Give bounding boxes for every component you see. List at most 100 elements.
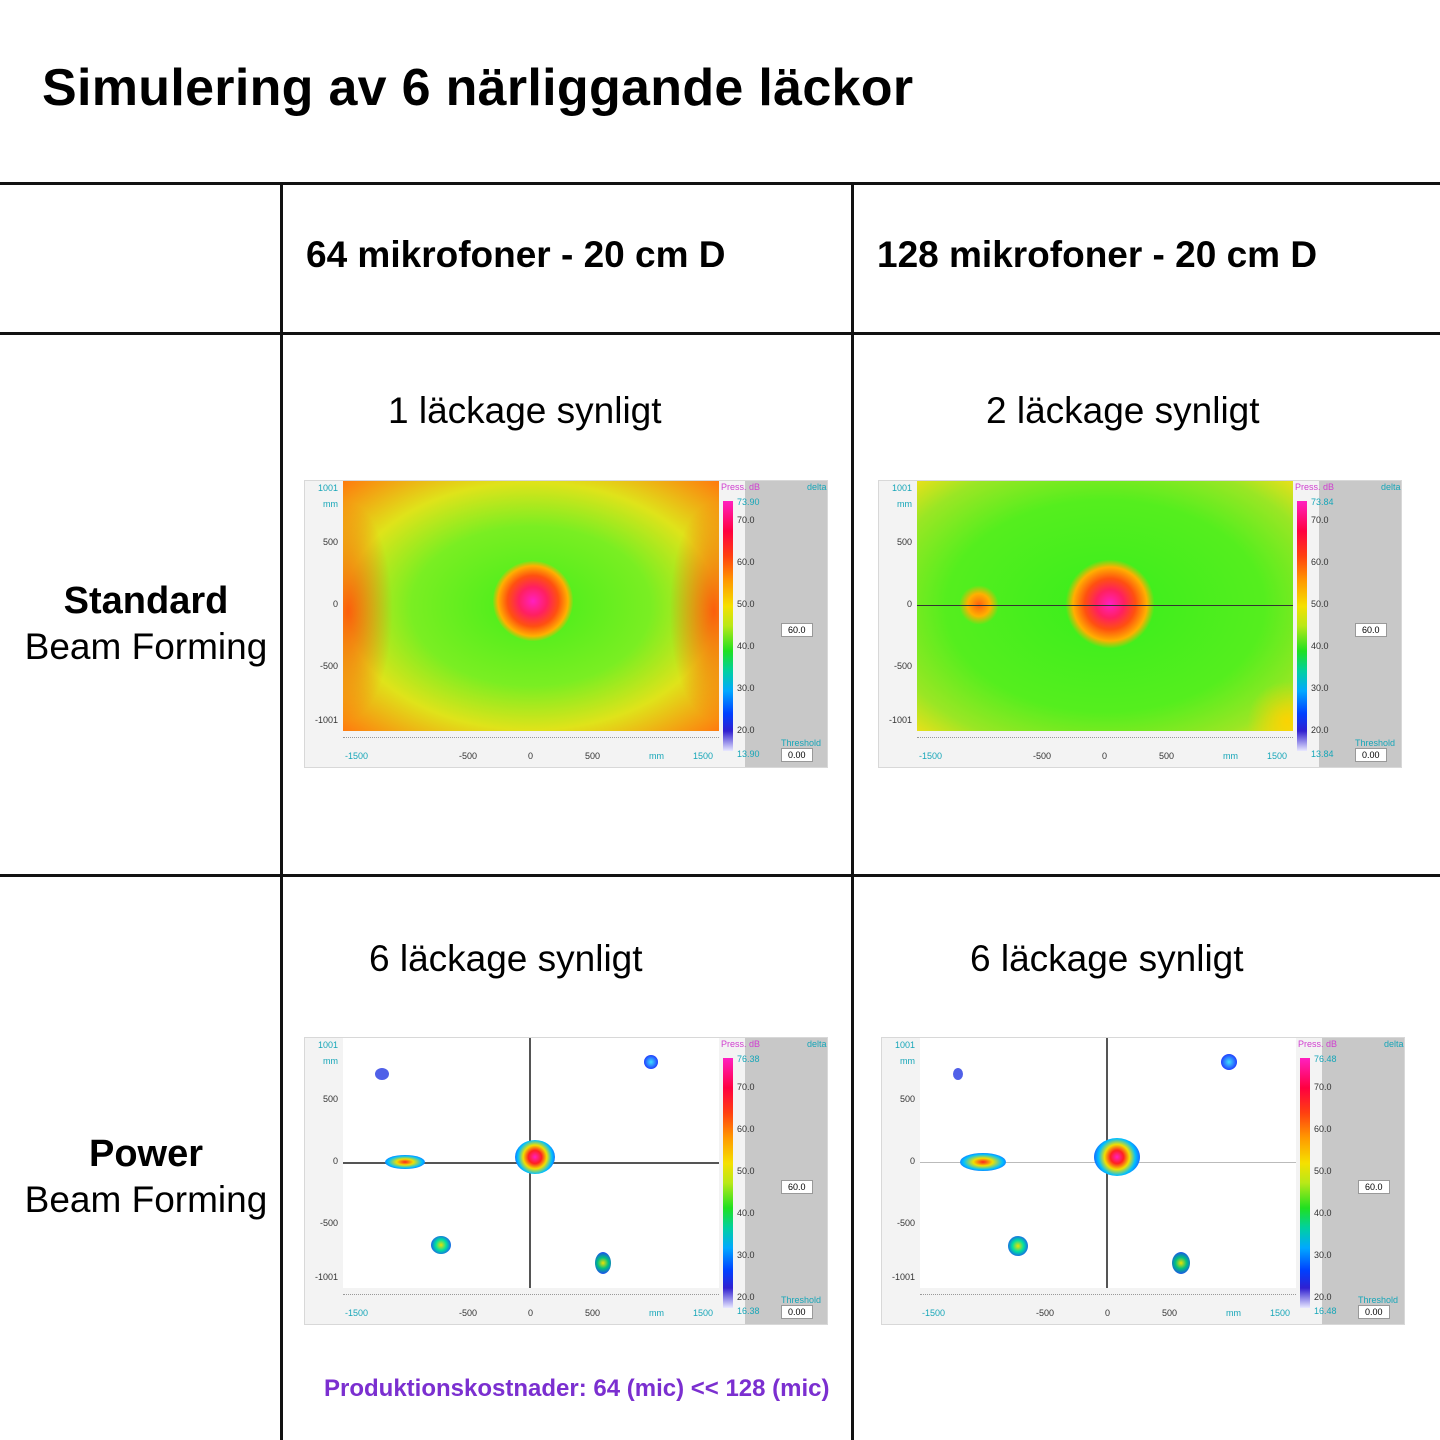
scale-min: 16.38 (737, 1306, 760, 1316)
caption-standard-128: 2 läckage synligt (986, 390, 1260, 431)
delta-value[interactable]: 60.0 (1358, 1180, 1390, 1194)
delta-value[interactable]: 60.0 (781, 623, 813, 637)
y-label-m500: -500 (893, 661, 912, 671)
threshold-label: Threshold (1355, 738, 1396, 748)
y-label-top: 1001 (894, 1040, 915, 1050)
y-label-top: 1001 (317, 483, 338, 493)
leak-spot-left (385, 1155, 425, 1169)
y-label-top: 1001 (891, 483, 912, 493)
y-axis-labels: 1001 mm 500 0 -500 -1001 (882, 1038, 918, 1288)
x-ticks (343, 1294, 719, 1300)
tick-30: 30.0 (737, 1250, 755, 1260)
heatmap (343, 1038, 719, 1288)
threshold-value[interactable]: 0.00 (1355, 748, 1387, 762)
x-label-right: 1500 (693, 1308, 714, 1318)
scale-title: Press. dB (721, 1039, 761, 1049)
x-label-0: 0 (1105, 1308, 1111, 1318)
y-axis-labels: 1001 mm 500 0 -500 -1001 (305, 481, 341, 731)
colorbar (1300, 1058, 1310, 1308)
scale-max: 73.90 (737, 497, 760, 507)
page-title: Simulering av 6 närliggande läckor (42, 59, 914, 117)
threshold-label: Threshold (1358, 1295, 1399, 1305)
caption-power-64: 6 läckage synligt (369, 938, 643, 979)
y-label-top: 1001 (317, 1040, 338, 1050)
edge-red-right (669, 501, 719, 721)
row-label-regular: Beam Forming (24, 626, 268, 667)
footnote: Produktionskostnader: 64 (mic) << 128 (m… (324, 1375, 830, 1402)
x-ticks (343, 737, 719, 743)
scale-title: Press. dB (721, 482, 761, 492)
threshold-value[interactable]: 0.00 (781, 748, 813, 762)
row-label-regular: Beam Forming (24, 1179, 268, 1220)
grid-line-col1 (280, 184, 283, 1440)
leak-spot-bottom-right (1172, 1252, 1190, 1274)
tick-20: 20.0 (1311, 725, 1329, 735)
tick-70: 70.0 (1314, 1082, 1332, 1092)
scale-min: 13.90 (737, 749, 760, 759)
tick-60: 60.0 (1311, 557, 1329, 567)
tick-40: 40.0 (1314, 1208, 1332, 1218)
x-label-m500: -500 (1033, 751, 1052, 761)
threshold-label: Threshold (781, 738, 822, 748)
threshold-label: Threshold (781, 1295, 822, 1305)
y-label-bottom: -1001 (891, 1272, 915, 1282)
x-label-left: -1500 (345, 751, 369, 761)
colorbar-labels: Press. dB delta 76.48 70.0 60.0 50.0 40.… (1296, 1038, 1404, 1324)
x-label-unit: mm (1226, 1308, 1241, 1318)
tick-50: 50.0 (737, 599, 755, 609)
colorbar-labels: Press. dB delta 76.38 70.0 60.0 50.0 40.… (719, 1038, 827, 1324)
x-label-right: 1500 (1267, 751, 1288, 761)
y-axis-labels: 1001 mm 500 0 -500 -1001 (305, 1038, 341, 1288)
heatmap (917, 481, 1293, 731)
x-label-left: -1500 (922, 1308, 946, 1318)
acoustic-map-standard-64: 1001 mm 500 0 -500 -1001 -1500 -500 0 50… (304, 480, 828, 768)
crosshair-h (917, 605, 1293, 606)
y-label-m500: -500 (319, 1218, 338, 1228)
delta-value[interactable]: 60.0 (781, 1180, 813, 1194)
delta-value[interactable]: 60.0 (1355, 623, 1387, 637)
threshold-value[interactable]: 0.00 (781, 1305, 813, 1319)
heatmap (920, 1038, 1296, 1288)
tick-20: 20.0 (737, 725, 755, 735)
column-header-128: 128 mikrofoner - 20 cm D (877, 234, 1318, 275)
x-label-500: 500 (585, 751, 601, 761)
y-label-m500: -500 (896, 1218, 915, 1228)
delta-label: delta (1381, 482, 1401, 492)
scale-max: 76.38 (737, 1054, 760, 1064)
tick-30: 30.0 (737, 683, 755, 693)
tick-50: 50.0 (1314, 1166, 1332, 1176)
tick-70: 70.0 (737, 1082, 755, 1092)
colorbar (723, 1058, 733, 1308)
leak-spot-bottom-right (595, 1252, 611, 1274)
row-label-bold: Standard (63, 580, 229, 622)
grid-line-header (0, 332, 1440, 335)
colorbar (1297, 501, 1307, 751)
colorbar-labels: Press. dB delta 73.84 70.0 60.0 50.0 40.… (1293, 481, 1401, 767)
caption-standard-64: 1 läckage synligt (388, 390, 662, 431)
delta-label: delta (807, 482, 827, 492)
tick-40: 40.0 (1311, 641, 1329, 651)
heatmap (343, 481, 719, 731)
tick-30: 30.0 (1314, 1250, 1332, 1260)
tick-50: 50.0 (1311, 599, 1329, 609)
x-label-500: 500 (1159, 751, 1175, 761)
x-label-m500: -500 (459, 751, 478, 761)
edge-yellow-corner (1247, 681, 1293, 731)
leak-spot-top-left (375, 1068, 389, 1080)
colorbar (723, 501, 733, 751)
x-label-left: -1500 (345, 1308, 369, 1318)
y-label-0: 0 (906, 599, 912, 609)
x-label-0: 0 (528, 1308, 534, 1318)
grid-line-top (0, 182, 1440, 185)
y-label-500: 500 (896, 537, 912, 547)
threshold-value[interactable]: 0.00 (1358, 1305, 1390, 1319)
tick-50: 50.0 (737, 1166, 755, 1176)
scale-title: Press. dB (1295, 482, 1335, 492)
leak-spot-bottom-left (431, 1236, 451, 1254)
x-label-left: -1500 (919, 751, 943, 761)
scale-title: Press. dB (1298, 1039, 1338, 1049)
y-label-m500: -500 (319, 661, 338, 671)
x-axis: -1500 -500 0 500 mm 1500 (917, 733, 1293, 767)
x-label-unit: mm (1223, 751, 1238, 761)
x-label-0: 0 (1102, 751, 1108, 761)
